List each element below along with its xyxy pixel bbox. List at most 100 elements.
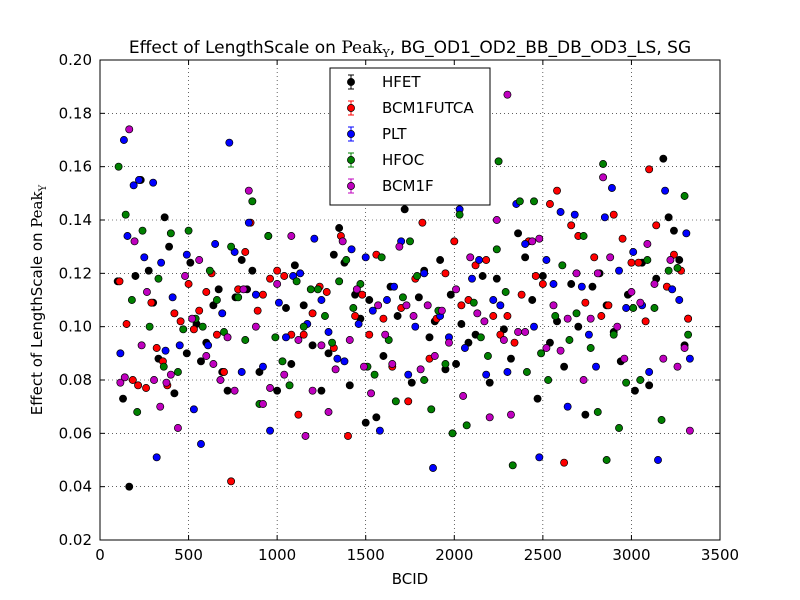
data-point xyxy=(441,360,450,368)
data-point xyxy=(533,394,542,403)
data-point xyxy=(507,354,515,363)
data-point xyxy=(538,272,547,280)
data-point xyxy=(251,290,260,299)
data-point xyxy=(321,312,329,320)
data-point xyxy=(457,301,466,310)
data-point xyxy=(359,362,368,371)
data-point xyxy=(436,256,445,264)
data-point xyxy=(152,344,161,352)
legend-marker xyxy=(347,78,355,86)
data-point xyxy=(425,333,434,342)
data-point xyxy=(324,408,333,416)
data-point xyxy=(581,410,590,419)
data-point xyxy=(567,280,576,288)
data-point xyxy=(654,456,662,464)
data-point xyxy=(650,304,659,312)
data-point xyxy=(545,200,554,208)
data-point xyxy=(636,376,645,384)
data-point xyxy=(241,336,250,344)
data-point xyxy=(558,261,567,270)
data-point xyxy=(673,264,682,272)
y-tick-label: 0.18 xyxy=(59,104,92,122)
data-point xyxy=(615,424,623,432)
data-point xyxy=(398,293,407,302)
data-point xyxy=(404,370,413,379)
data-point xyxy=(485,378,494,387)
data-point xyxy=(407,378,416,387)
data-point xyxy=(629,248,638,256)
data-point xyxy=(659,354,668,363)
x-tick-label: 3500 xyxy=(701,546,739,564)
data-point xyxy=(460,344,469,352)
data-point xyxy=(161,346,170,355)
data-point xyxy=(335,224,344,232)
data-point xyxy=(588,282,597,291)
data-point xyxy=(374,301,383,310)
data-point xyxy=(492,245,501,254)
data-point xyxy=(675,256,684,264)
data-point xyxy=(212,330,221,339)
data-point xyxy=(420,376,429,384)
legend-marker xyxy=(347,130,355,138)
data-point xyxy=(521,328,530,336)
data-point xyxy=(514,229,523,238)
data-point xyxy=(446,290,455,299)
data-point xyxy=(162,378,171,387)
series-bcm1f xyxy=(116,90,694,440)
legend: HFET BCM1FUTCA PLT HFOC BCM1F xyxy=(329,67,491,206)
data-point xyxy=(492,274,501,283)
data-point xyxy=(560,458,569,467)
data-point xyxy=(138,226,147,235)
y-tick-label: 0.06 xyxy=(59,424,92,442)
x-tick-label: 2500 xyxy=(524,546,562,564)
data-point xyxy=(184,226,193,235)
data-point xyxy=(466,253,475,262)
data-point xyxy=(615,266,623,275)
data-point xyxy=(140,253,149,262)
y-tick-label: 0.12 xyxy=(59,264,92,282)
data-point xyxy=(234,293,243,302)
data-point xyxy=(489,296,498,304)
data-point xyxy=(680,192,689,200)
data-point xyxy=(241,248,250,256)
data-point xyxy=(259,400,267,408)
data-point xyxy=(400,205,409,214)
data-point xyxy=(144,266,153,275)
legend-label: HFOC xyxy=(382,151,424,169)
legend-marker xyxy=(347,156,355,164)
data-point xyxy=(186,258,195,267)
data-point xyxy=(618,234,627,243)
data-point xyxy=(274,298,283,307)
data-point xyxy=(537,349,546,358)
data-point xyxy=(565,336,574,344)
data-point xyxy=(379,314,388,323)
data-point xyxy=(259,362,267,371)
data-point xyxy=(248,266,257,275)
data-point xyxy=(503,312,512,320)
data-point xyxy=(452,360,461,368)
data-point xyxy=(459,392,468,400)
data-point xyxy=(166,370,175,379)
data-point xyxy=(664,213,673,222)
legend-label: PLT xyxy=(382,125,407,143)
data-point xyxy=(531,272,540,280)
data-point xyxy=(287,232,296,240)
data-point xyxy=(308,309,317,318)
data-point xyxy=(409,312,418,320)
data-point xyxy=(445,338,453,347)
data-point xyxy=(383,296,391,304)
data-point xyxy=(317,296,326,304)
data-point xyxy=(181,272,189,280)
data-point xyxy=(175,341,184,350)
data-point xyxy=(223,333,232,342)
legend-label: HFET xyxy=(382,73,421,91)
data-point xyxy=(116,378,125,387)
data-point xyxy=(563,402,572,411)
data-point xyxy=(441,269,450,278)
data-point xyxy=(501,288,510,296)
data-point xyxy=(149,178,158,187)
data-point xyxy=(223,386,232,395)
data-point xyxy=(496,301,505,310)
data-point xyxy=(361,418,370,427)
data-point xyxy=(306,285,315,294)
